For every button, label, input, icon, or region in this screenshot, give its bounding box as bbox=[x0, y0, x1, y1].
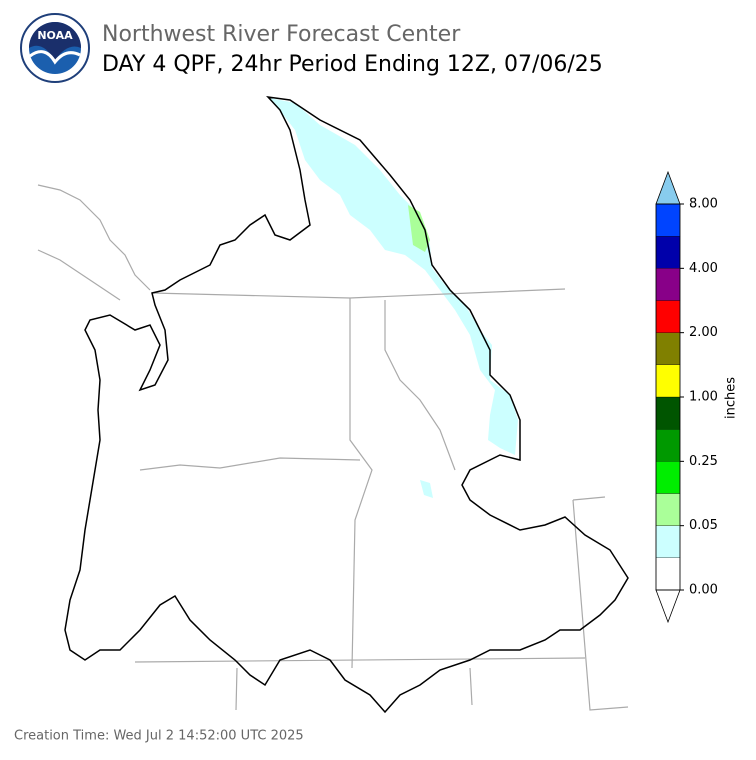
colorbar-segment bbox=[655, 332, 681, 365]
state-lines bbox=[37, 184, 629, 711]
creation-time: Creation Time: Wed Jul 2 14:52:00 UTC 20… bbox=[14, 729, 304, 744]
colorbar-unit: inches bbox=[724, 377, 739, 419]
colorbar-segment bbox=[655, 525, 681, 558]
colorbar-segment bbox=[655, 236, 681, 269]
colorbar-label: 0.00 bbox=[689, 583, 718, 598]
colorbar-label: 8.00 bbox=[689, 197, 718, 212]
colorbar-segment bbox=[655, 493, 681, 526]
colorbar-segment bbox=[655, 429, 681, 462]
colorbar-segment bbox=[655, 461, 681, 494]
colorbar-label: 1.00 bbox=[689, 390, 718, 405]
colorbar-high bbox=[655, 170, 681, 205]
map bbox=[37, 95, 629, 714]
noaa-logo: NOAA bbox=[20, 13, 90, 83]
colorbar-segment bbox=[655, 557, 681, 591]
colorbar-label: 0.05 bbox=[689, 518, 718, 533]
precip-areas bbox=[270, 98, 518, 498]
colorbar-segment bbox=[655, 364, 681, 398]
colorbar-low bbox=[655, 589, 681, 624]
basin-outline bbox=[64, 95, 629, 714]
colorbar-segment bbox=[655, 300, 681, 333]
colorbar-segment bbox=[655, 203, 681, 237]
logo-text: NOAA bbox=[37, 29, 73, 42]
subtitle: DAY 4 QPF, 24hr Period Ending 12Z, 07/06… bbox=[102, 52, 603, 77]
title: Northwest River Forecast Center bbox=[102, 22, 461, 47]
colorbar-label: 2.00 bbox=[689, 325, 718, 340]
colorbar-label: 0.25 bbox=[689, 454, 718, 469]
colorbar: 0.00 0.05 0.25 1.00 2.00 4.00 8.00 bbox=[655, 170, 718, 624]
colorbar-label: 4.00 bbox=[689, 261, 718, 276]
colorbar-segment bbox=[655, 396, 681, 430]
colorbar-segment bbox=[655, 268, 681, 301]
